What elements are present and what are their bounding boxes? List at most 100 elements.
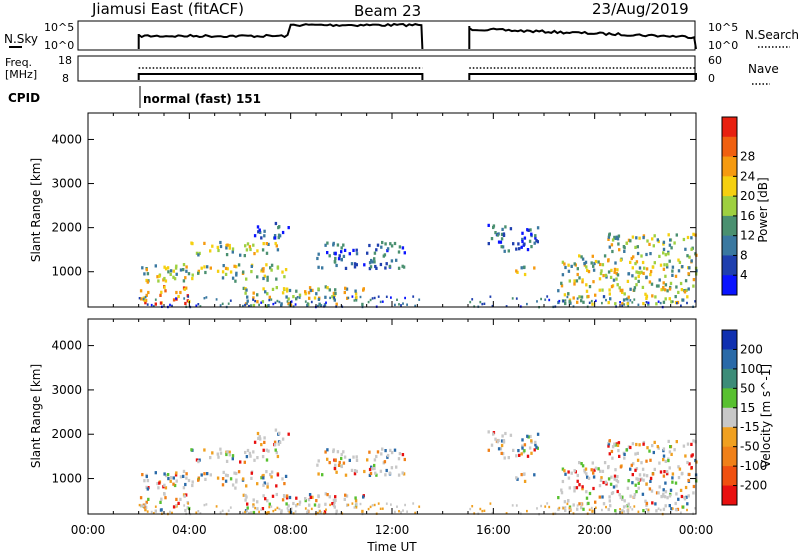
power-echo-cell [557, 300, 560, 305]
velocity-echo-cell [602, 480, 605, 485]
power-echo-cell [636, 245, 639, 249]
power-echo-cell [164, 289, 167, 293]
power-echo-cell [675, 233, 678, 237]
velocity-echo-cell [648, 487, 652, 491]
velocity-echo-cell [336, 450, 340, 454]
power-echo-cell [389, 242, 392, 246]
velocity-echo-cell [646, 446, 649, 450]
velocity-echo-cell [146, 510, 149, 513]
power-echo-cell [642, 236, 645, 240]
power-echo-cell [487, 242, 490, 246]
power-echo-cell [666, 265, 669, 269]
velocity-echo-cell [648, 449, 651, 453]
velocity-echo-cell [278, 507, 281, 511]
velocity-echo-cell [394, 510, 396, 514]
velocity-echo-cell [140, 504, 143, 508]
power-echo-cell [250, 270, 253, 274]
velocity-echo-cell [278, 440, 282, 444]
power-echo-cell [190, 241, 193, 245]
power-echo-cell [557, 289, 560, 293]
power-echo-cell [350, 262, 354, 266]
velocity-echo-cell [662, 488, 665, 492]
power-echo-cell [648, 242, 651, 246]
velocity-echo-cell [366, 458, 369, 462]
power-echo-cell [576, 267, 579, 271]
velocity-echo-cell [609, 482, 613, 486]
velocity-echo-cell [262, 476, 265, 480]
velocity-echo-cell [655, 509, 658, 513]
power-echo-cell [682, 298, 685, 302]
power-echo-cell [504, 225, 507, 229]
power-frame [87, 112, 697, 308]
power-echo-cell [144, 298, 148, 303]
power-echo-cell [564, 299, 567, 302]
velocity-echo-cell [234, 486, 237, 490]
velocity-echo-cell [225, 459, 229, 463]
power-echo-cell [558, 299, 561, 303]
power-echo-cell [345, 287, 349, 291]
velocity-echo-cell [515, 476, 518, 480]
power-echo-cell [509, 227, 513, 231]
velocity-echo-cell [684, 454, 687, 458]
velocity-echo-cell [533, 473, 536, 477]
velocity-echo-cell [662, 447, 666, 451]
nsearch-label: N.Search [745, 28, 799, 42]
velocity-echo-cell [245, 484, 248, 488]
power-echo-cell [331, 295, 334, 299]
velocity-echo-cell [664, 481, 667, 485]
power-echo-cell [169, 303, 171, 307]
velocity-echo-cell [581, 464, 585, 468]
velocity-echo-cell [521, 438, 524, 442]
velocity-echo-cell [265, 470, 268, 474]
velocity-echo-cell [608, 439, 611, 443]
colorbar-tick-label: 16 [740, 209, 755, 223]
velocity-echo-cell [262, 473, 265, 478]
power-echo-cell [368, 243, 371, 248]
velocity-echo-cell [592, 471, 595, 475]
velocity-echo-cell [306, 509, 309, 512]
x-tick-label: 04:00 [172, 523, 207, 537]
power-echo-cell [610, 243, 614, 247]
colorbar-tick-label: 20 [740, 189, 755, 203]
power-echo-cell [685, 288, 688, 292]
power-echo-cell [324, 285, 327, 289]
power-echo-cell [637, 279, 640, 283]
power-echo-cell [246, 295, 249, 299]
power-echo-cell [306, 303, 309, 307]
power-echo-cell [386, 249, 389, 253]
power-echo-cell [687, 272, 690, 276]
power-echo-cell [274, 221, 278, 226]
power-echo-cell [369, 265, 373, 269]
velocity-echo-cell [345, 494, 349, 498]
velocity-echo-cell [263, 440, 266, 444]
velocity-echo-cell [526, 509, 528, 513]
velocity-echo-cell [244, 450, 247, 455]
power-echo-cell [690, 236, 693, 240]
velocity-echo-cell [635, 442, 638, 447]
velocity-echo-cell [645, 502, 649, 506]
power-echo-cell [645, 301, 648, 304]
power-echo-cell [487, 223, 490, 227]
velocity-echo-cell [580, 462, 583, 466]
velocity-echo-cell [229, 506, 232, 509]
power-echo-cell [281, 230, 285, 235]
velocity-echo-cell [338, 460, 341, 465]
velocity-echo-cell [267, 511, 270, 515]
velocity-echo-cell [324, 450, 327, 454]
power-echo-cell [269, 266, 272, 270]
power-echo-cell [607, 301, 610, 305]
power-echo-cell [373, 296, 376, 300]
velocity-echo-cell [252, 505, 254, 508]
power-echo-cell [673, 241, 676, 245]
power-echo-cell [252, 291, 255, 295]
power-echo-cell [381, 240, 384, 245]
power-echo-cell [175, 272, 178, 276]
power-echo-cell [248, 304, 250, 308]
power-echo-cell [157, 279, 160, 283]
velocity-echo-cell [680, 494, 684, 499]
velocity-echo-cell [317, 504, 321, 508]
power-echo-cell [380, 245, 383, 249]
power-echo-cell [592, 280, 595, 284]
velocity-echo-cell [540, 504, 542, 508]
power-echo-cell [274, 241, 277, 246]
